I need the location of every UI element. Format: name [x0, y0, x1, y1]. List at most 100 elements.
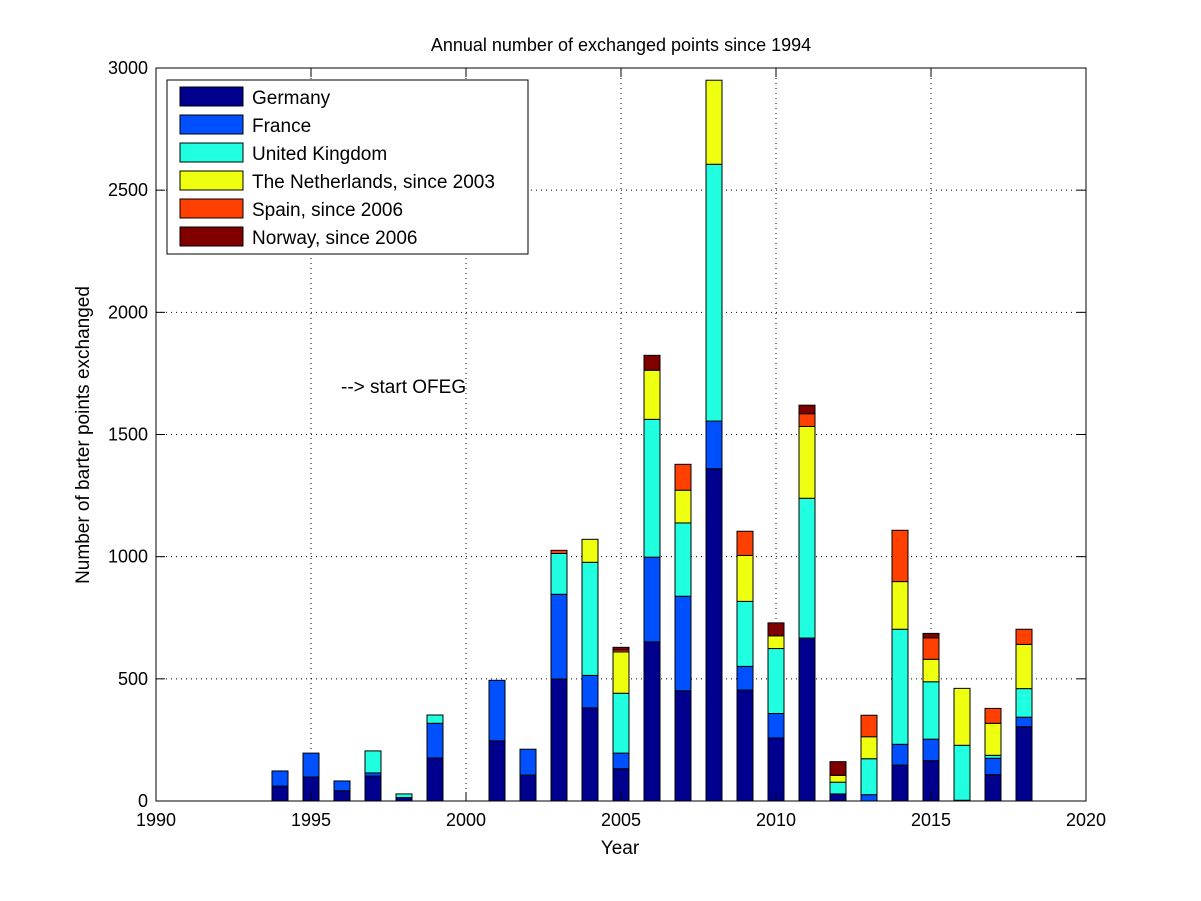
bar-segment-united-kingdom-2014 [891, 628, 909, 745]
bar-segment-the-netherlands-2004 [581, 538, 599, 563]
bar-segment-united-kingdom-2008 [705, 163, 723, 422]
bar-segment-france-1994 [271, 770, 289, 787]
bar-segment-united-kingdom-2012 [829, 781, 847, 795]
bar-segment-united-kingdom-2007 [674, 522, 692, 597]
bar-segment-germany-2004 [581, 707, 599, 802]
x-axis-label: Year [601, 838, 640, 859]
legend-label: United Kingdom [252, 144, 387, 165]
bar-segment-united-kingdom-2006 [643, 418, 661, 558]
bar-segment-france-2015 [922, 738, 940, 762]
x-tick-label: 2020 [1066, 810, 1106, 830]
bar-segment-the-netherlands-2011 [798, 425, 816, 499]
bar-segment-germany-2018 [1015, 726, 1033, 802]
y-tick-label: 1000 [108, 547, 148, 567]
bar-segment-france-1995 [302, 752, 320, 778]
bar-segment-germany-2002 [519, 774, 537, 802]
bar-segment-france-2004 [581, 674, 599, 709]
bar-segment-france-1999 [426, 722, 444, 759]
bar-segment-spain-2011 [798, 413, 816, 427]
bar-segment-spain-2013 [860, 714, 878, 738]
x-tick-label: 2015 [911, 810, 951, 830]
bar-segment-germany-1998 [395, 797, 413, 802]
bar-segment-germany-1997 [364, 775, 382, 802]
y-tick-label: 2500 [108, 180, 148, 200]
legend-label: Norway, since 2006 [252, 228, 417, 249]
legend-swatch [179, 86, 244, 107]
bar-segment-france-2014 [891, 743, 909, 766]
bar-segment-the-netherlands-2010 [767, 635, 785, 650]
x-tick-label: 2000 [446, 810, 486, 830]
y-tick-label: 2000 [108, 302, 148, 322]
bar-segment-germany-2014 [891, 764, 909, 802]
bar-segment-germany-1999 [426, 757, 444, 802]
bar-segment-germany-1996 [333, 790, 351, 802]
bar-segment-france-2013 [860, 794, 878, 802]
bar-segment-norway-2006 [643, 354, 661, 371]
bar-segment-norway-2015 [922, 632, 940, 639]
bar-segment-germany-2012 [829, 793, 847, 802]
bar-segment-germany-2006 [643, 641, 661, 802]
bar-segment-the-netherlands-2007 [674, 489, 692, 524]
bar-segment-the-netherlands-2013 [860, 736, 878, 760]
bar-segment-france-2005 [612, 752, 630, 770]
y-tick-label: 0 [138, 791, 148, 811]
bar-segment-spain-2009 [736, 530, 754, 556]
bar-segment-united-kingdom-2015 [922, 681, 940, 740]
bar-segment-the-netherlands-2009 [736, 554, 754, 602]
bar-segment-germany-2010 [767, 737, 785, 802]
legend: Germany France United Kingdom The Netherlan… [166, 79, 529, 255]
bar-segment-the-netherlands-2014 [891, 581, 909, 630]
bar-segment-united-kingdom-1998 [395, 793, 413, 799]
bar-segment-the-netherlands-2006 [643, 369, 661, 420]
bar-segment-germany-2003 [550, 678, 568, 802]
bar-segment-the-netherlands-2012 [829, 774, 847, 783]
legend-box [166, 79, 529, 255]
legend-label: The Netherlands, since 2003 [252, 172, 495, 193]
chart-title: Annual number of exchanged points since … [431, 35, 811, 55]
bar-segment-united-kingdom-1999 [426, 714, 444, 724]
x-tick-label: 1995 [291, 810, 331, 830]
bar-segment-germany-2011 [798, 637, 816, 802]
bar-segment-united-kingdom-2004 [581, 561, 599, 676]
bar-segment-norway-2010 [767, 622, 785, 637]
bar-segment-the-netherlands-2018 [1015, 643, 1033, 690]
legend-label: Spain, since 2006 [252, 200, 403, 221]
bar-segment-germany-1994 [271, 785, 289, 802]
bar-segment-france-2009 [736, 665, 754, 691]
y-tick-label: 3000 [108, 58, 148, 78]
x-tick-label: 1990 [136, 810, 176, 830]
bar-segment-norway-2011 [798, 404, 816, 415]
bar-segment-united-kingdom-2011 [798, 497, 816, 639]
bar-segment-germany-2017 [984, 774, 1002, 802]
bar-segment-the-netherlands-2017 [984, 722, 1002, 756]
y-axis-ticks: 0 500 1000 1500 2000 2500 3000 [108, 58, 1086, 811]
legend-swatch [179, 142, 244, 163]
bar-segment-united-kingdom-2003 [550, 552, 568, 595]
x-tick-label: 2010 [756, 810, 796, 830]
bar-segment-the-netherlands-2005 [612, 651, 630, 694]
bar-segment-united-kingdom-1997 [364, 750, 382, 774]
bar-segment-france-2007 [674, 595, 692, 692]
bar-segment-united-kingdom-2009 [736, 600, 754, 667]
bar-segment-united-kingdom-2010 [767, 648, 785, 715]
annotation-start-ofeg: --> start OFEG [341, 377, 466, 398]
bar-segment-germany-2001 [488, 740, 506, 802]
legend-swatch [179, 198, 244, 219]
legend-label: Germany [252, 88, 331, 109]
bar-segment-united-kingdom-2005 [612, 692, 630, 754]
bar-segment-france-2006 [643, 556, 661, 643]
bar-segment-france-2018 [1015, 716, 1033, 728]
y-tick-label: 500 [118, 669, 148, 689]
bar-segment-france-2001 [488, 679, 506, 742]
bar-segment-spain-2015 [922, 637, 940, 660]
x-tick-label: 2005 [601, 810, 641, 830]
y-axis-label: Number of barter points exchanged [73, 286, 94, 584]
bar-segment-spain-2018 [1015, 628, 1033, 645]
bar-segment-france-2017 [984, 757, 1002, 776]
bar-segment-france-1996 [333, 780, 351, 792]
bar-segment-united-kingdom-2013 [860, 758, 878, 796]
bar-segment-germany-2007 [674, 690, 692, 802]
bar-segment-the-netherlands-2008 [705, 79, 723, 165]
bar-segment-france-2008 [705, 420, 723, 470]
